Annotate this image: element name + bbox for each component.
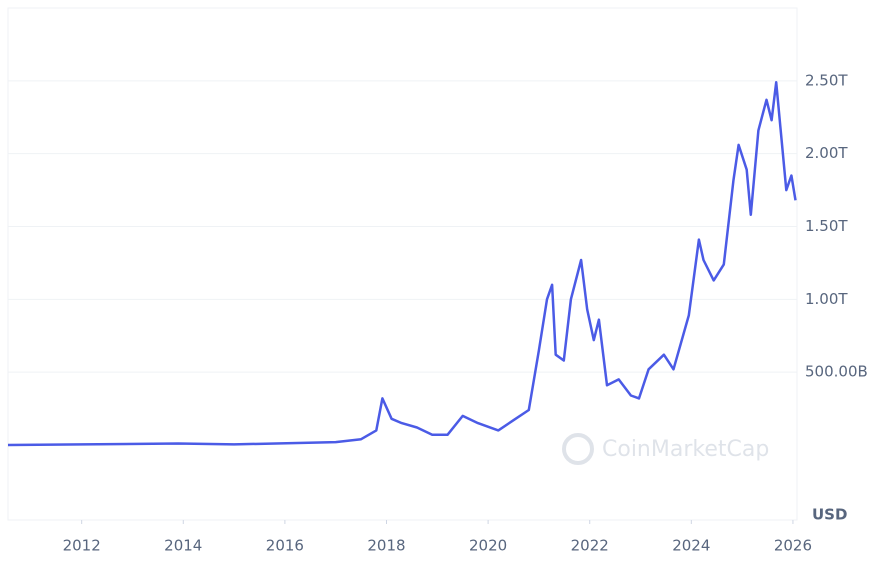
x-tick-label: 2020 <box>469 537 507 555</box>
watermark-text: CoinMarketCap <box>602 437 769 462</box>
watermark: CoinMarketCap <box>562 433 769 465</box>
y-tick-label: 1.00T <box>805 290 848 308</box>
y-tick-label: 500.00B <box>805 363 868 381</box>
x-tick-label: 2022 <box>571 537 609 555</box>
y-tick-label: 2.00T <box>805 144 848 162</box>
currency-label: USD <box>812 506 847 524</box>
y-tick-label: 2.50T <box>805 71 848 89</box>
x-tick-label: 2024 <box>672 537 710 555</box>
x-tick-label: 2012 <box>63 537 101 555</box>
x-tick-label: 2026 <box>774 537 812 555</box>
y-tick-label: 1.50T <box>805 217 848 235</box>
x-tick-label: 2018 <box>367 537 405 555</box>
plot-frame <box>7 7 798 521</box>
x-tick-label: 2016 <box>266 537 304 555</box>
price-line <box>7 81 797 447</box>
x-tick-label: 2014 <box>164 537 202 555</box>
